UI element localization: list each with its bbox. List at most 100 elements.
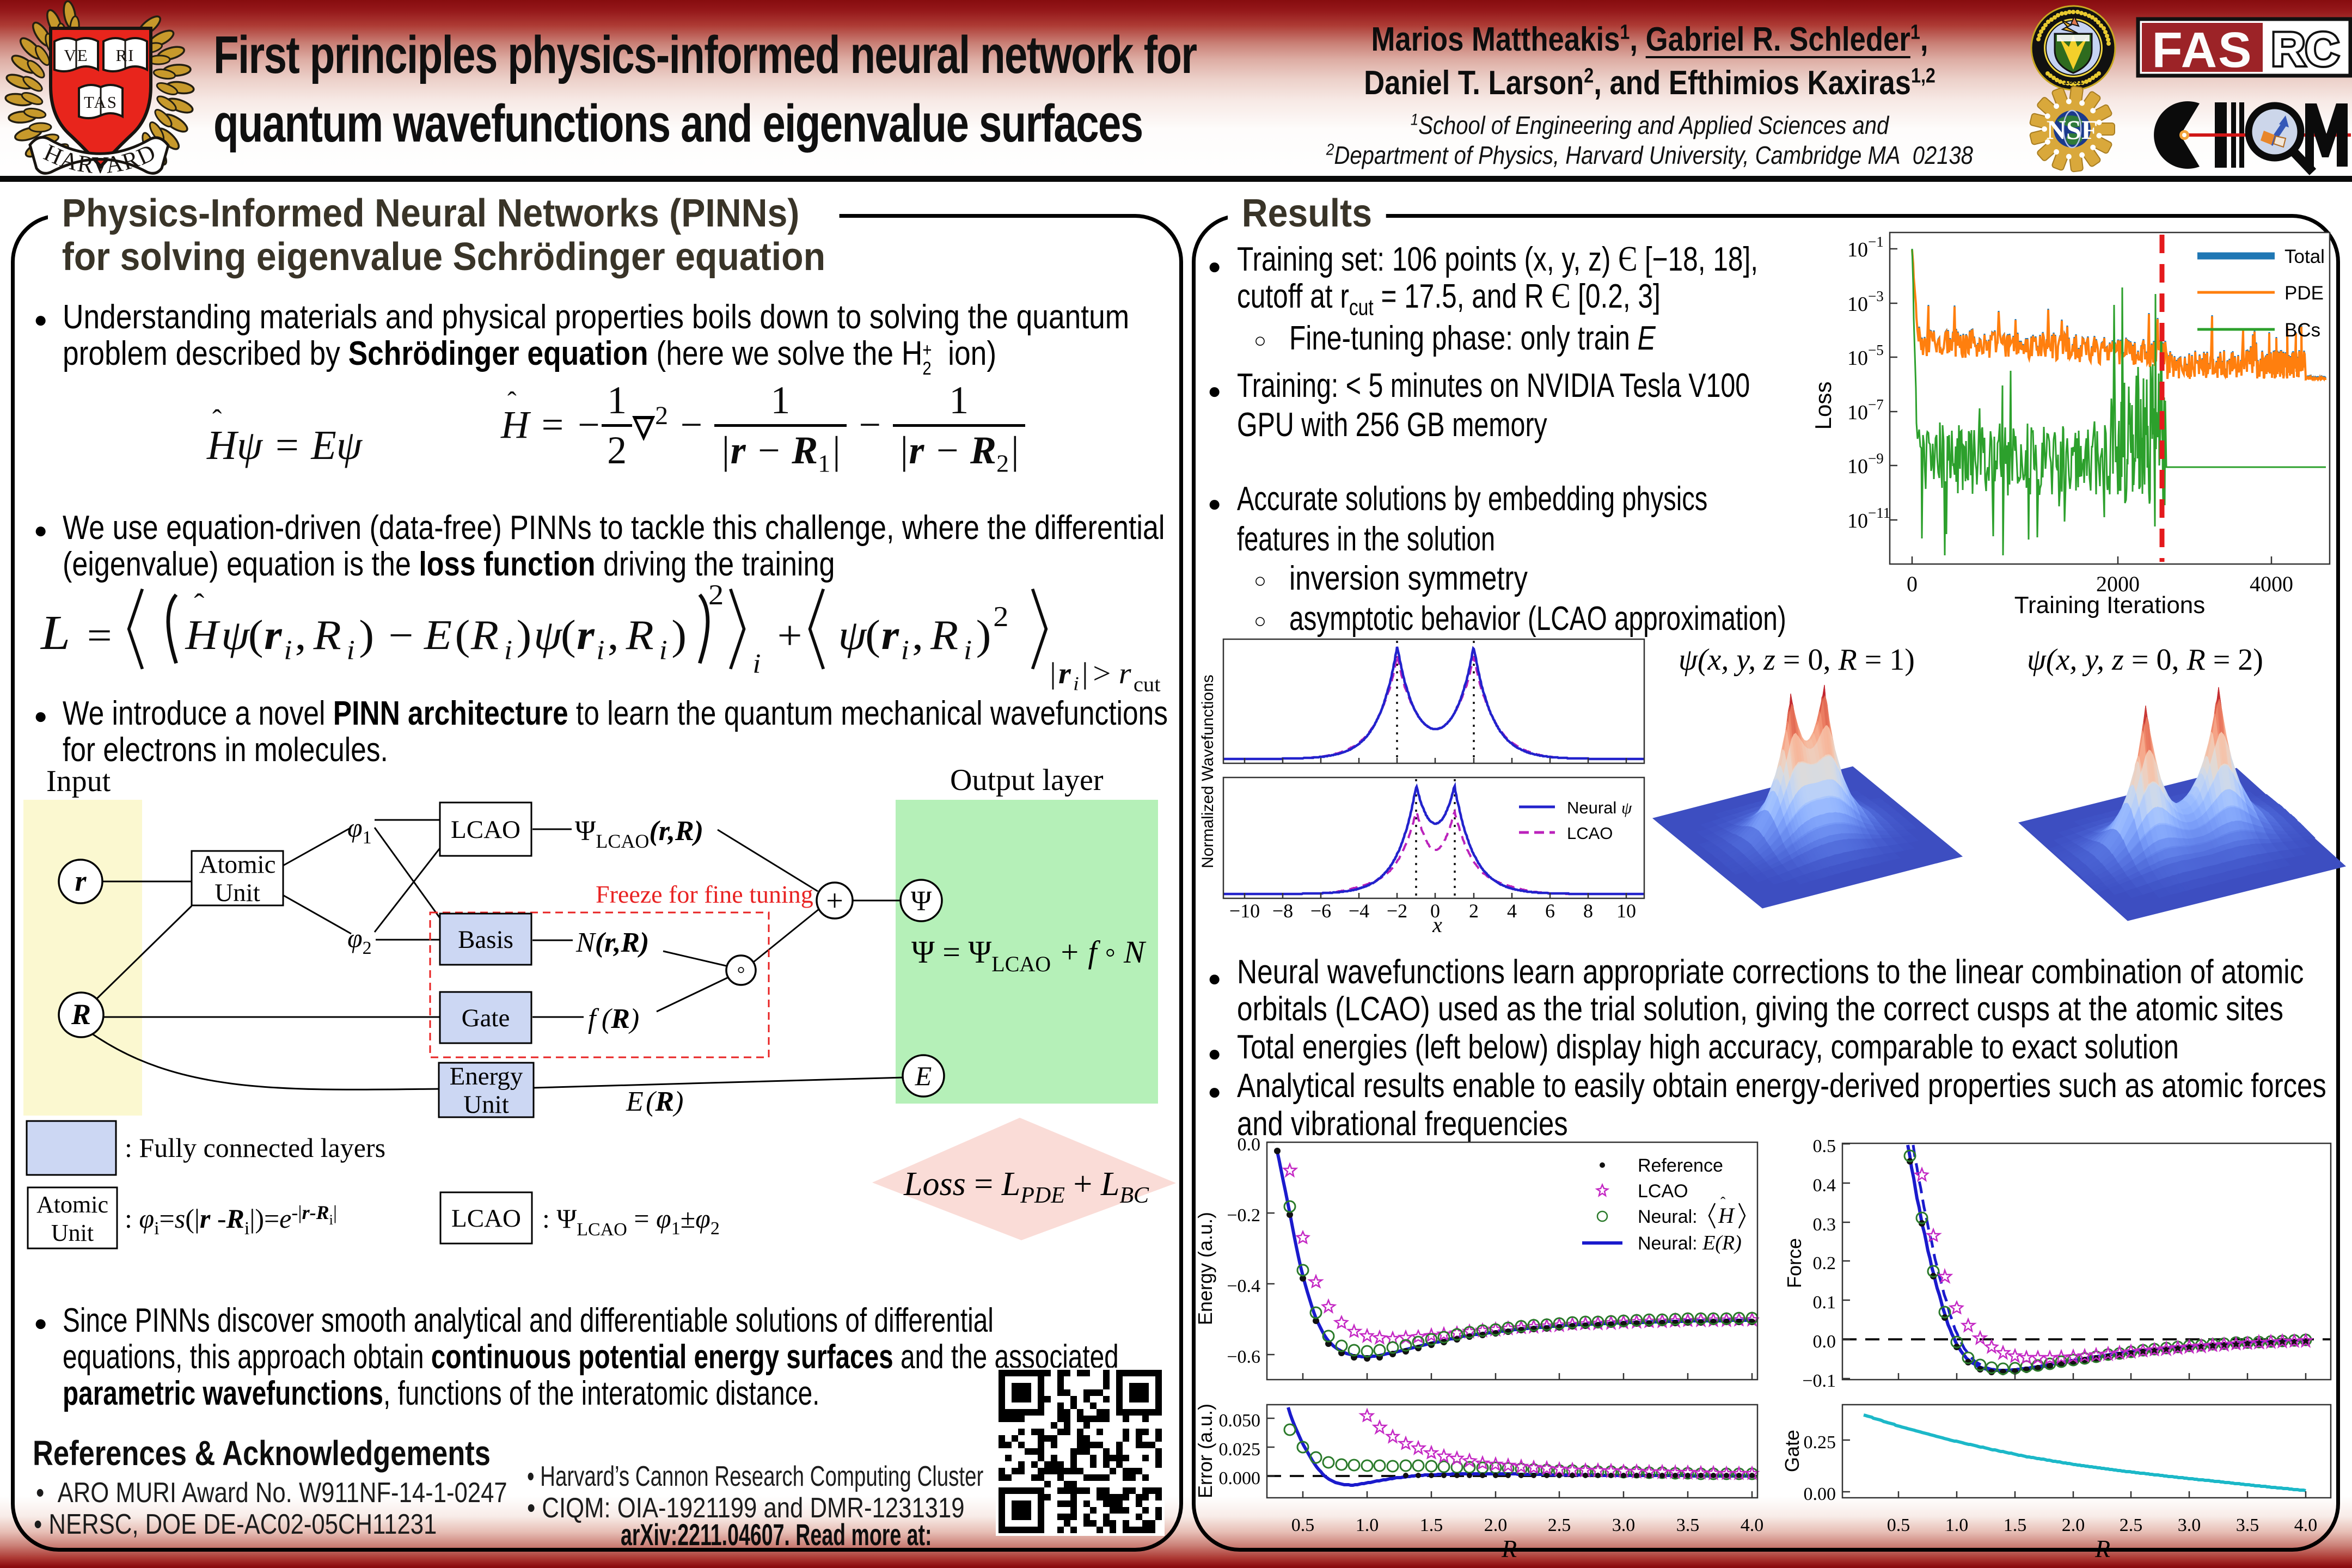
svg-text:i: i [752, 649, 761, 679]
svg-text:10: 10 [1616, 900, 1636, 922]
svg-text:ˆ: ˆ [194, 588, 204, 620]
svg-text:r: r [1119, 657, 1132, 690]
svg-text:LCAO: LCAO [451, 816, 520, 844]
svg-text:E: E [424, 612, 452, 659]
svg-text:−4: −4 [1349, 900, 1369, 922]
svg-text:0.3: 0.3 [1813, 1215, 1836, 1235]
svg-text:0.00: 0.00 [1804, 1484, 1836, 1504]
svg-text:0.4: 0.4 [1813, 1175, 1836, 1196]
svg-text:φ2: φ2 [347, 923, 372, 958]
svg-text:r: r [75, 865, 87, 897]
svg-text:r: r [577, 612, 595, 659]
svg-text:TAS: TAS [84, 93, 118, 112]
svg-text:Training Iterations: Training Iterations [2014, 592, 2206, 618]
svg-text:0.1: 0.1 [1813, 1293, 1836, 1313]
svg-text:Neural ψ: Neural ψ [1567, 798, 1632, 817]
svg-text:LCAO: LCAO [1567, 824, 1613, 843]
svg-text:i: i [347, 635, 355, 666]
svg-text:L: L [40, 605, 70, 660]
svg-text:RC: RC [2271, 23, 2339, 76]
svg-text:4000: 4000 [2250, 572, 2293, 596]
svg-text:0.0: 0.0 [1813, 1332, 1836, 1352]
svg-text:R: R [2094, 1535, 2110, 1563]
svg-text:>: > [1093, 657, 1111, 690]
svg-text:x: x [1432, 912, 1442, 937]
svg-text:i: i [1073, 673, 1079, 695]
svg-text:0.025: 0.025 [1219, 1440, 1261, 1460]
svg-text:: Fully connected layers: : Fully connected layers [125, 1132, 385, 1163]
svg-text:i: i [284, 635, 292, 666]
svg-text:Atomic: Atomic [199, 850, 276, 879]
svg-text:Atomic: Atomic [36, 1191, 108, 1218]
svg-text:ψ(x, y, z = 0, R = 1): ψ(x, y, z = 0, R = 1) [1679, 643, 1915, 677]
svg-text:(: ( [248, 612, 264, 659]
svg-text:2: 2 [993, 601, 1008, 633]
svg-text:R: R [71, 998, 91, 1031]
svg-text:BCs: BCs [2284, 320, 2320, 341]
svg-text:ψ(x, y, z = 0, R = 2): ψ(x, y, z = 0, R = 2) [2027, 643, 2263, 677]
svg-text:: φi=s(|r -Ri|)=e-|r-Ri|: : φi=s(|r -Ri|)=e-|r-Ri| [125, 1202, 337, 1239]
svg-text:−0.1: −0.1 [1802, 1371, 1836, 1391]
svg-text:Basis: Basis [458, 926, 513, 954]
svg-text:◦: ◦ [737, 955, 745, 983]
svg-text:R: R [313, 612, 341, 659]
svg-text:i: i [901, 635, 909, 666]
svg-text:4: 4 [1507, 900, 1517, 922]
svg-text:6: 6 [1545, 900, 1555, 922]
svg-text:Gate: Gate [1781, 1430, 1803, 1472]
svg-text:3.5: 3.5 [1676, 1515, 1700, 1535]
svg-text:10−3: 10−3 [1847, 288, 1884, 316]
svg-text:0.25: 0.25 [1804, 1432, 1836, 1453]
svg-text:−10: −10 [1229, 900, 1260, 922]
svg-text:0: 0 [1907, 572, 1918, 596]
svg-text:2: 2 [1469, 900, 1479, 922]
svg-text:R: R [470, 612, 499, 659]
svg-text:,: , [295, 612, 307, 659]
svg-text:−2: −2 [1387, 900, 1407, 922]
svg-text:3.5: 3.5 [2236, 1515, 2259, 1535]
svg-text:Neural: E(R): Neural: E(R) [1638, 1232, 1742, 1254]
svg-text:R: R [626, 612, 654, 659]
svg-text:1.0: 1.0 [1356, 1515, 1379, 1535]
svg-text:Ψ = ΨLCAO + f ◦ N: Ψ = ΨLCAO + f ◦ N [911, 934, 1147, 976]
svg-text:Normalized Wavefunctions: Normalized Wavefunctions [1199, 675, 1217, 868]
svg-text:|: | [1082, 657, 1088, 690]
svg-text:Error (a.u.): Error (a.u.) [1194, 1404, 1216, 1498]
svg-text:Input: Input [46, 764, 111, 798]
svg-text:LCAO: LCAO [1638, 1181, 1688, 1202]
svg-text:,: , [608, 612, 619, 659]
svg-text:Unit: Unit [463, 1091, 509, 1119]
svg-text:i: i [964, 635, 972, 666]
svg-text:0.2: 0.2 [1813, 1253, 1836, 1273]
svg-text:2.5: 2.5 [1548, 1515, 1571, 1535]
svg-text:−0.4: −0.4 [1227, 1276, 1260, 1296]
svg-text:i: i [596, 635, 604, 666]
svg-text:0.5: 0.5 [1887, 1515, 1910, 1535]
svg-text:LCAO: LCAO [451, 1204, 521, 1233]
svg-text:r: r [881, 612, 899, 659]
svg-text:,: , [912, 612, 923, 659]
svg-text:r: r [264, 612, 282, 659]
svg-text:r: r [1058, 657, 1071, 690]
svg-text:Freeze for fine tuning: Freeze for fine tuning [596, 880, 813, 908]
svg-text:Loss: Loss [1810, 382, 1836, 430]
svg-text:f (R): f (R) [588, 1003, 639, 1034]
svg-text:10−1: 10−1 [1847, 234, 1884, 261]
svg-text:R: R [930, 612, 958, 659]
svg-text:N(r,R): N(r,R) [575, 927, 649, 958]
svg-text:R: R [1501, 1535, 1517, 1563]
svg-text:): ) [359, 612, 374, 659]
svg-text:3.0: 3.0 [2178, 1515, 2201, 1535]
svg-text:NSF: NSF [2047, 114, 2098, 145]
svg-text:3.0: 3.0 [1612, 1515, 1636, 1535]
svg-text:RI: RI [116, 46, 135, 65]
svg-text:ˆ: ˆ [1720, 1195, 1726, 1211]
svg-text:H: H [1718, 1203, 1735, 1228]
svg-text:−: − [388, 612, 413, 658]
svg-text:i: i [504, 635, 512, 666]
svg-text:Energy: Energy [450, 1062, 523, 1091]
svg-text:cut: cut [1134, 673, 1161, 696]
svg-text:Gate: Gate [462, 1004, 510, 1032]
svg-text:Total: Total [2284, 246, 2325, 267]
svg-text:φ1: φ1 [347, 812, 372, 848]
